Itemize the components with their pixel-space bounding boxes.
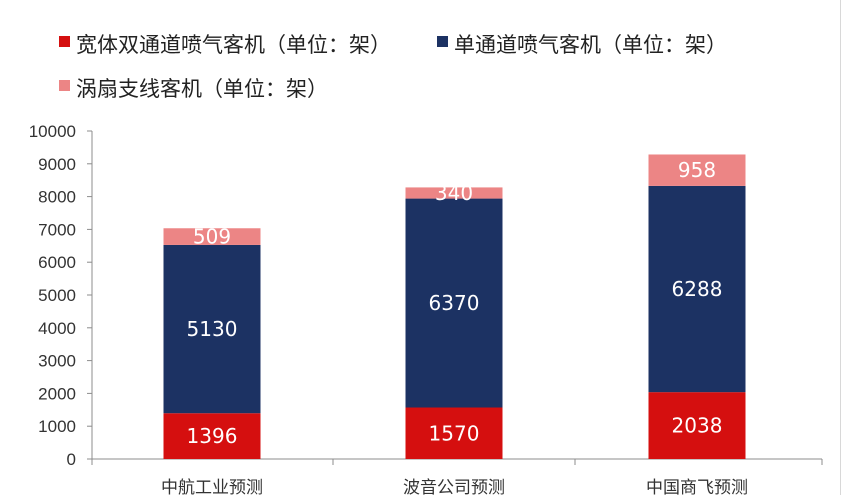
bar-segment	[163, 413, 261, 459]
y-tick-label: 6000	[38, 253, 76, 272]
data-label: 6288	[672, 277, 723, 301]
data-label: 1570	[429, 421, 480, 445]
bar-segment	[648, 392, 746, 459]
data-label: 1396	[187, 424, 238, 448]
bar-segment	[405, 407, 503, 459]
y-tick-label: 0	[67, 450, 76, 469]
legend-swatch	[59, 80, 70, 91]
data-label: 958	[678, 158, 716, 182]
legend: 宽体双通道喷气客机（单位：架） 单通道喷气客机（单位：架） 涡扇支线客机（单位：架）	[59, 33, 727, 101]
bars: 1396 5130 509 1570 6370 340 2038 6288 958	[163, 154, 746, 459]
y-tick-label: 9000	[38, 155, 76, 174]
data-label: 340	[435, 181, 473, 205]
bar-segment	[405, 187, 503, 199]
axes: 0 1000 2000 3000 4000 5000 6000 7000 8000 9000 100…	[29, 122, 823, 495]
bar-segment	[648, 154, 746, 186]
x-tick-label: 波音公司预测	[403, 478, 505, 495]
y-tick-label: 10000	[29, 122, 76, 141]
data-label: 509	[193, 225, 231, 249]
bar-segment	[163, 228, 261, 245]
y-tick-label: 1000	[38, 417, 76, 436]
bar-segment	[163, 244, 261, 414]
data-label: 6370	[429, 291, 480, 315]
y-tick-label: 2000	[38, 384, 76, 403]
y-tick-label: 7000	[38, 220, 76, 239]
x-tick-label: 中航工业预测	[161, 478, 263, 495]
y-tick-label: 5000	[38, 286, 76, 305]
bar-segment	[405, 198, 503, 408]
y-tick-label: 4000	[38, 319, 76, 338]
y-tick-label: 3000	[38, 352, 76, 371]
legend-label: 涡扇支线客机（单位：架）	[76, 77, 328, 101]
data-label: 2038	[672, 414, 723, 438]
legend-label: 宽体双通道喷气客机（单位：架）	[76, 33, 391, 57]
legend-label: 单通道喷气客机（单位：架）	[454, 33, 727, 57]
legend-swatch	[59, 36, 70, 47]
x-tick-label: 中国商飞预测	[646, 478, 748, 495]
bar-segment	[648, 185, 746, 393]
data-label: 5130	[187, 317, 238, 341]
y-tick-label: 8000	[38, 188, 76, 207]
legend-swatch	[437, 36, 448, 47]
